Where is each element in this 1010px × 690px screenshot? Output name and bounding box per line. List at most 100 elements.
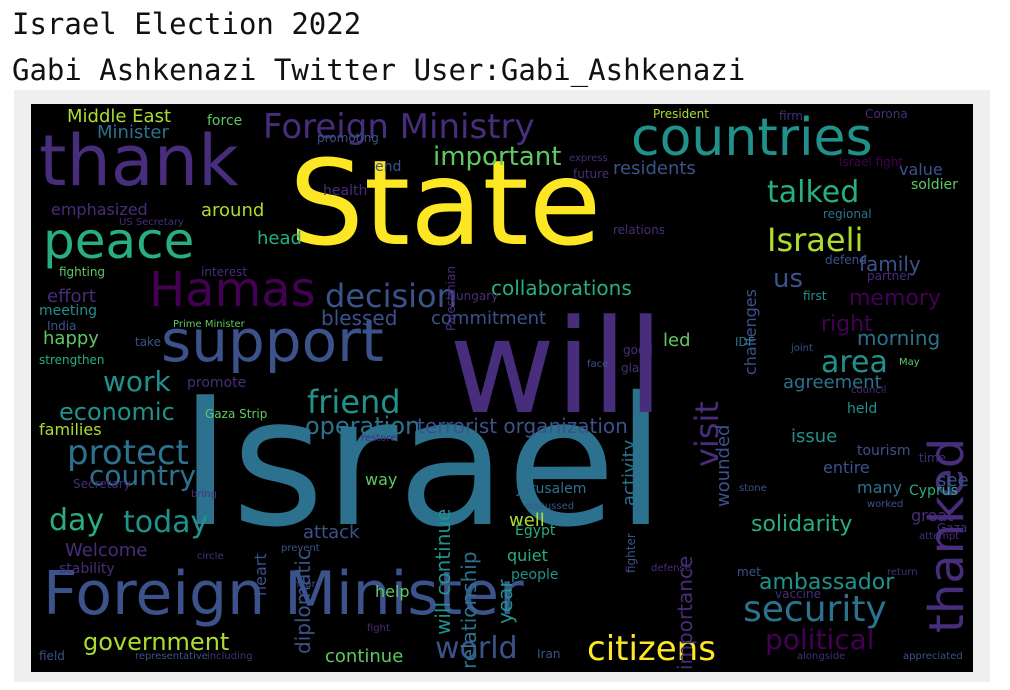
cloud-word: promote <box>187 375 247 391</box>
cloud-word: morning <box>857 326 941 350</box>
cloud-word: Iran <box>537 647 561 661</box>
cloud-word: Gaza <box>937 521 968 535</box>
cloud-word: May <box>899 357 920 368</box>
cloud-word: near <box>293 579 316 590</box>
cloud-word: fighter <box>624 533 638 573</box>
cloud-word: relations <box>613 223 665 237</box>
cloud-word: will continue <box>431 508 455 635</box>
cloud-word: issue <box>791 426 838 447</box>
cloud-word: important <box>433 142 562 172</box>
cloud-word: soldier <box>911 177 958 193</box>
cloud-word: strengthen <box>39 353 105 367</box>
cloud-word: discussed <box>525 501 575 512</box>
cloud-word: promoting <box>317 131 379 145</box>
cloud-word: stone <box>739 483 767 494</box>
cloud-word: Foreign Minister <box>43 559 524 629</box>
cloud-word: held <box>847 401 878 417</box>
cloud-word: activity <box>619 439 640 506</box>
cloud-word: people <box>511 567 559 583</box>
cloud-word: health <box>323 183 368 199</box>
cloud-word: relationship <box>457 551 481 669</box>
cloud-word: wounded <box>713 424 734 507</box>
cloud-word: Gaza Strip <box>205 407 268 421</box>
cloud-word: decision <box>325 277 457 315</box>
cloud-word: prevent <box>281 543 320 554</box>
cloud-word: tourism <box>857 443 911 459</box>
cloud-word: commitment <box>431 308 547 329</box>
cloud-word: operation <box>305 412 421 440</box>
cloud-word: well <box>509 510 545 531</box>
cloud-word: economic <box>59 398 175 426</box>
cloud-word: Cyprus <box>909 483 958 499</box>
cloud-word: happy <box>43 328 99 349</box>
cloud-word: blessed <box>321 306 398 330</box>
cloud-word: Hungary <box>447 289 499 303</box>
cloud-word: Middle East <box>67 106 172 127</box>
cloud-word: talked <box>767 175 860 210</box>
cloud-word: Israeli <box>767 221 864 259</box>
cloud-word: friend <box>307 383 401 421</box>
cloud-word: Jerusalem <box>517 481 587 497</box>
cloud-word: field <box>39 649 65 663</box>
cloud-word: Hamas <box>149 262 316 318</box>
cloud-word: fight <box>367 623 390 634</box>
cloud-word: vaccine <box>775 587 821 601</box>
cloud-word: support <box>161 307 384 375</box>
cloud-word: emphasized <box>51 200 148 219</box>
cloud-word: world <box>435 631 518 666</box>
cloud-word: glad <box>621 361 647 375</box>
cloud-word: express <box>569 153 608 164</box>
cloud-word: President <box>653 107 709 121</box>
cloud-word: many <box>857 478 902 497</box>
cloud-word: around <box>201 200 265 221</box>
cloud-word: fighting <box>59 265 106 279</box>
cloud-word: help <box>375 582 410 601</box>
cloud-word: defend <box>825 253 867 267</box>
word-cloud-image: Israel State will Foreign Minister thank coun… <box>31 104 973 672</box>
cloud-word: firm <box>779 109 803 123</box>
cloud-word: political <box>765 623 875 656</box>
cloud-word: end <box>375 159 402 175</box>
cloud-word: work <box>103 365 171 398</box>
cloud-word: attack <box>303 522 360 543</box>
cloud-word: led <box>663 330 691 351</box>
cloud-word: representative <box>135 651 208 662</box>
cloud-word: effort <box>47 286 96 307</box>
cloud-word: family <box>859 252 921 276</box>
cloud-word: Egypt <box>515 523 556 539</box>
cloud-word: Israel <box>179 359 666 566</box>
cloud-word: area <box>821 345 888 380</box>
cloud-word: attempt <box>919 531 960 542</box>
cloud-word: India <box>47 319 77 333</box>
cloud-word: countries <box>631 108 873 168</box>
cloud-word: value <box>899 160 943 179</box>
cloud-word: appreciated <box>903 651 963 662</box>
cloud-word: heart <box>251 553 270 596</box>
cloud-word: day <box>49 503 105 538</box>
cloud-word: year <box>493 579 517 624</box>
cloud-word: Foreign Ministry <box>263 107 535 147</box>
cloud-word: us <box>773 264 804 294</box>
cloud-word: time <box>919 451 947 465</box>
cloud-word: return <box>887 567 918 578</box>
cloud-word: US Secretary <box>119 217 184 228</box>
cloud-word: ambassador <box>759 570 895 595</box>
cloud-word: residents <box>613 158 696 179</box>
cloud-word: met <box>737 565 761 579</box>
cloud-word: peace <box>43 212 195 270</box>
cloud-word: Prime Minister <box>173 319 245 330</box>
cloud-word: citizens <box>587 629 716 669</box>
cloud-word: first <box>803 289 827 303</box>
cloud-word: right <box>821 312 873 337</box>
cloud-word: entire <box>823 458 870 477</box>
cloud-word: government <box>83 628 230 656</box>
cloud-word: Israel fight <box>839 155 904 169</box>
cloud-word: diplomatic <box>291 549 315 654</box>
cloud-word: Minister <box>97 122 169 143</box>
cloud-word: Secretary <box>73 477 131 491</box>
cloud-word: quiet <box>507 546 548 565</box>
cloud-word: families <box>39 420 102 439</box>
cloud-word: Corona <box>865 107 908 121</box>
cloud-word: meeting <box>39 303 98 319</box>
cloud-word: head <box>257 228 302 249</box>
